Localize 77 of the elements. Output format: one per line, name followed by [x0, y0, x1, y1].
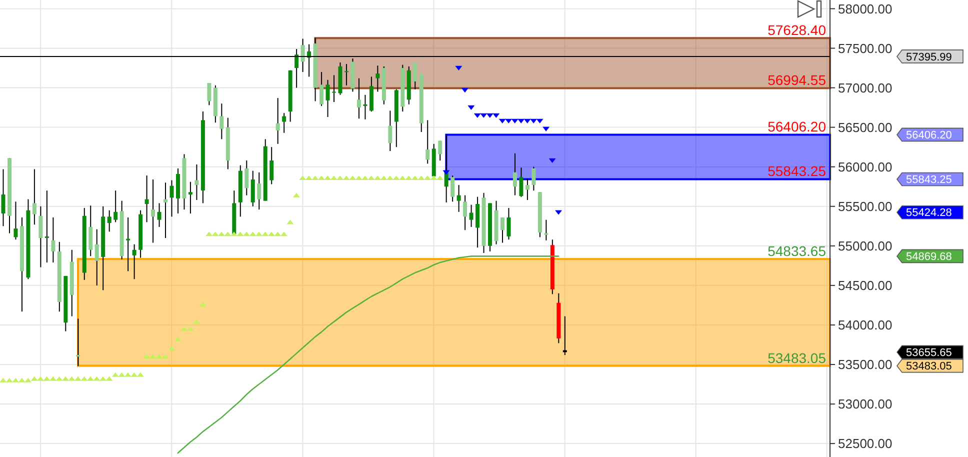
candlestick [413, 62, 418, 90]
ref-line-label: 57395.99 [906, 51, 952, 64]
candlestick [250, 170, 255, 207]
y-tick-label: 54000.00 [838, 318, 892, 333]
candlestick [38, 206, 43, 268]
candlestick [188, 181, 192, 214]
candlestick [32, 168, 36, 226]
y2-tick-label: 53483.05 [906, 360, 952, 373]
candlestick [544, 219, 548, 241]
candlestick [438, 140, 442, 162]
candlestick [388, 110, 392, 152]
candlestick [270, 146, 274, 185]
candlestick [1, 168, 6, 227]
y2-tick-label: 56406.20 [906, 130, 952, 142]
candlestick [320, 71, 324, 106]
annotation: 54833.65 [768, 243, 826, 260]
candlestick [532, 166, 536, 192]
candlestick [132, 244, 136, 280]
y-tick-label: 53500.00 [838, 357, 892, 372]
annotation: 53483.05 [768, 350, 826, 366]
candlestick [244, 160, 249, 196]
candlestick [164, 182, 168, 238]
candlestick [114, 190, 118, 223]
candlestick [512, 152, 517, 196]
candlestick [170, 180, 174, 218]
candlestick [426, 120, 430, 164]
candlestick [326, 79, 330, 118]
annotation: 55843.25 [768, 163, 826, 180]
y-tick-label: 52500.00 [838, 436, 892, 452]
y-tick-label: 55500.00 [838, 198, 892, 214]
y2-tick-label: 54869.68 [906, 251, 952, 264]
candlestick [76, 318, 80, 367]
annotation: 56406.20 [768, 118, 826, 135]
candlestick [376, 65, 380, 92]
candlestick [207, 82, 212, 106]
candlestick [14, 201, 18, 240]
candlestick [94, 228, 99, 286]
candlestick [126, 216, 130, 272]
candlestick [88, 205, 93, 257]
candlestick [506, 207, 511, 240]
candlestick [51, 216, 56, 263]
candlestick [107, 210, 112, 232]
candlestick [525, 178, 530, 201]
candlestick [344, 64, 348, 86]
candlestick [500, 216, 504, 244]
y-tick-label: 54500.00 [838, 278, 892, 294]
candlestick [282, 112, 286, 134]
candlestick [450, 175, 455, 202]
candlestick [257, 172, 262, 210]
y-tick-label: 55000.00 [838, 238, 892, 254]
candlestick [463, 194, 468, 231]
candlestick [144, 175, 149, 223]
y-tick-label: 57500.00 [838, 40, 892, 56]
candlestick [469, 204, 474, 228]
candlestick [332, 74, 336, 102]
y-tick-label: 56000.00 [838, 159, 892, 174]
y-tick-label: 57000.00 [838, 80, 892, 96]
y2-tick-label: 55843.25 [906, 174, 952, 186]
candlestick [220, 103, 224, 140]
candlestick [476, 196, 480, 248]
candlestick [276, 98, 280, 144]
line-series [177, 256, 560, 454]
y2-tick-label: 53655.65 [906, 347, 952, 360]
y-tick-label: 53000.00 [838, 396, 892, 412]
candlestick [456, 184, 461, 212]
y-tick-label: 58000.00 [838, 1, 892, 16]
candlestick [157, 202, 162, 228]
candlestick [151, 178, 156, 244]
candlestick [519, 167, 524, 198]
annotation: 56994.55 [768, 72, 826, 88]
annotation: 57628.40 [768, 22, 826, 38]
candlestick [363, 94, 368, 120]
candlestick [356, 78, 361, 120]
candlestick [44, 190, 49, 263]
y2-tick-label: 55424.28 [906, 207, 952, 220]
y-tick-label: 56500.00 [838, 120, 892, 135]
candlestick [194, 164, 199, 201]
